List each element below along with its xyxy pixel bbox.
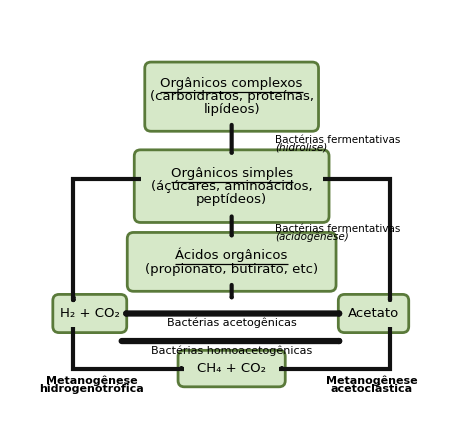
Text: Bactérias homoacetogênicas: Bactérias homoacetogênicas <box>151 345 312 355</box>
FancyBboxPatch shape <box>178 350 285 387</box>
Text: Bactérias fermentativas: Bactérias fermentativas <box>275 135 400 145</box>
FancyBboxPatch shape <box>134 150 328 223</box>
Text: Bactérias fermentativas: Bactérias fermentativas <box>275 224 400 234</box>
Text: acetoclástica: acetoclástica <box>330 384 412 394</box>
Text: CH₄ + CO₂: CH₄ + CO₂ <box>197 362 266 375</box>
Text: peptídeos): peptídeos) <box>196 193 267 206</box>
Text: Acetato: Acetato <box>347 307 398 320</box>
Text: (propionato, butirato, etc): (propionato, butirato, etc) <box>145 262 318 275</box>
Text: Ácidos orgânicos: Ácidos orgânicos <box>175 248 287 262</box>
Text: (hidrólise): (hidrólise) <box>275 143 327 153</box>
Text: (carboidratos, proteínas,: (carboidratos, proteínas, <box>149 90 313 103</box>
Text: Orgânicos complexos: Orgânicos complexos <box>160 77 302 90</box>
Text: H₂ + CO₂: H₂ + CO₂ <box>60 307 120 320</box>
Text: Metanogênese: Metanogênese <box>46 375 137 386</box>
Text: (acidogênese): (acidogênese) <box>275 232 349 242</box>
Text: Bactérias acetogênicas: Bactérias acetogênicas <box>166 317 296 328</box>
FancyBboxPatch shape <box>127 232 335 291</box>
Text: Orgânicos simples: Orgânicos simples <box>170 167 292 180</box>
FancyBboxPatch shape <box>337 295 408 333</box>
Text: (áçúcares, aminoácidos,: (áçúcares, aminoácidos, <box>151 180 312 193</box>
Text: hidrogenotrófica: hidrogenotrófica <box>39 384 143 394</box>
Text: lipídeos): lipídeos) <box>203 103 259 116</box>
FancyBboxPatch shape <box>144 62 318 131</box>
Text: Metanogênese: Metanogênese <box>325 375 417 386</box>
FancyBboxPatch shape <box>53 295 126 333</box>
